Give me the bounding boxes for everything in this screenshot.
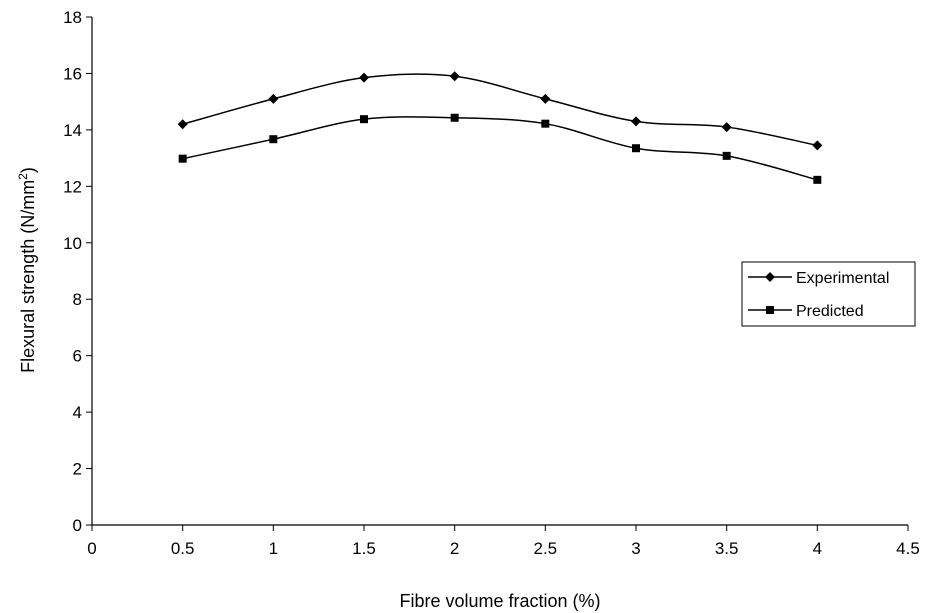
x-tick-label: 1.5 [352, 539, 376, 558]
data-point-predicted [722, 151, 731, 160]
legend-label-experimental: Experimental [796, 270, 889, 287]
data-point-predicted [269, 135, 278, 144]
x-tick-label: 3.5 [715, 539, 739, 558]
y-tick-label: 2 [73, 460, 82, 479]
y-tick-label: 8 [73, 290, 82, 309]
data-point-experimental [721, 122, 732, 133]
series-experimental [177, 71, 823, 151]
legend: Experimental Predicted [741, 261, 916, 327]
legend-box [741, 261, 916, 327]
x-tick-label: 1 [269, 539, 278, 558]
data-point-experimental [812, 140, 823, 151]
y-tick-label: 4 [73, 403, 82, 422]
series-line-experimental [182, 73, 818, 147]
y-axis-title-base: Flexural strength (N/mm [18, 180, 38, 373]
x-tick-label: 2 [450, 539, 459, 558]
series-predicted [178, 113, 822, 184]
y-axis-ticks: 0 2 4 6 8 10 12 14 16 18 [63, 8, 92, 535]
y-tick-label: 16 [63, 64, 82, 83]
x-tick-label: 3 [631, 539, 640, 558]
x-tick-label: 2.5 [534, 539, 558, 558]
y-tick-label: 10 [63, 234, 82, 253]
x-axis-title: Fibre volume fraction (%) [399, 591, 600, 611]
x-axis-ticks: 0 0.5 1 1.5 2 2.5 3 3.5 4 4.5 [87, 525, 920, 558]
data-point-experimental [540, 93, 551, 104]
legend-label-predicted: Predicted [796, 303, 864, 320]
y-tick-label: 6 [73, 347, 82, 366]
data-point-experimental [177, 119, 188, 130]
data-point-experimental [268, 93, 279, 104]
y-axis-title-close: ) [18, 167, 38, 173]
x-tick-label: 4 [813, 539, 822, 558]
y-tick-label: 14 [63, 121, 82, 140]
x-tick-label: 0 [87, 539, 96, 558]
data-point-experimental [449, 71, 460, 82]
x-tick-label: 4.5 [896, 539, 920, 558]
data-point-experimental [631, 116, 641, 127]
series-layer [177, 71, 823, 184]
series-line-predicted [182, 116, 818, 181]
y-tick-label: 12 [63, 177, 82, 196]
data-point-predicted [450, 113, 459, 122]
data-point-predicted [360, 115, 368, 124]
y-tick-label: 18 [63, 8, 82, 27]
y-axis-title: Flexural strength (N/mm2) [16, 167, 38, 373]
data-point-predicted [178, 154, 187, 163]
data-point-predicted [813, 175, 822, 184]
legend-marker-predicted [766, 306, 774, 314]
legend-marker-experimental [765, 272, 775, 282]
axes [91, 17, 908, 526]
x-tick-label: 0.5 [171, 539, 195, 558]
data-point-predicted [632, 144, 640, 153]
data-point-predicted [541, 119, 550, 128]
y-axis-title-superscript: 2 [16, 173, 30, 180]
data-point-experimental [359, 72, 369, 83]
y-tick-label: 0 [73, 516, 82, 535]
